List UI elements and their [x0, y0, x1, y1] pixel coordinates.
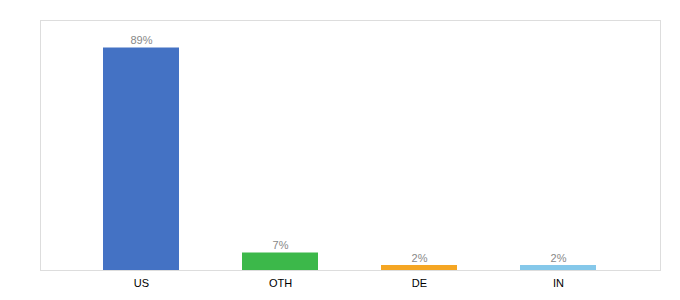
svg-text:DE: DE: [412, 277, 427, 289]
svg-text:OTH: OTH: [269, 277, 292, 289]
svg-text:2%: 2%: [551, 252, 567, 264]
svg-text:US: US: [134, 277, 149, 289]
svg-text:IN: IN: [553, 277, 564, 289]
svg-text:7%: 7%: [273, 239, 289, 251]
svg-text:2%: 2%: [412, 252, 428, 264]
svg-text:89%: 89%: [130, 34, 152, 46]
